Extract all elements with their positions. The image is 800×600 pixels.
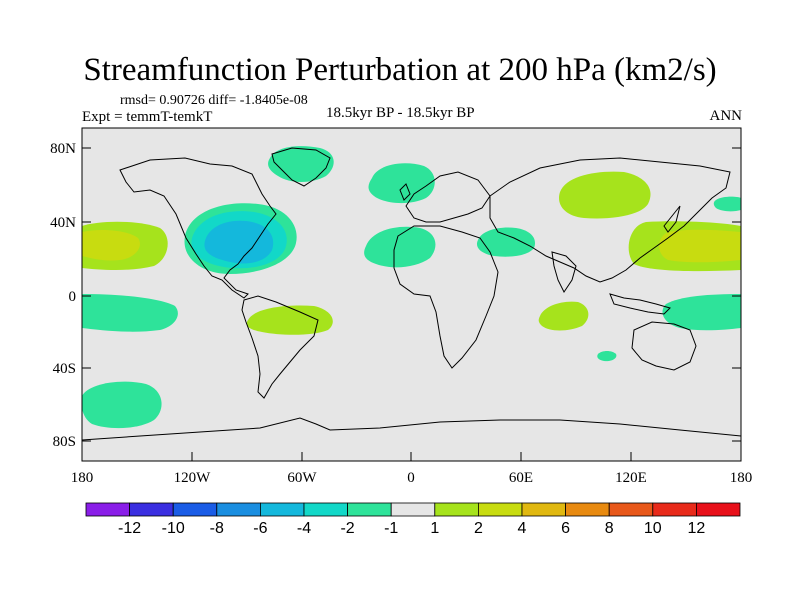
- colorbar-label: 8: [605, 520, 614, 537]
- colorbar-label: -8: [210, 520, 224, 537]
- colorbar-swatch: [565, 502, 610, 517]
- coast-japan: [663, 205, 681, 233]
- colorbar-swatch: [303, 502, 348, 517]
- anomaly-pacific-strip-west: [82, 294, 178, 332]
- anomaly-australia-south: [597, 351, 617, 362]
- colorbar-label: -1: [384, 520, 398, 537]
- colorbar-label: -12: [118, 520, 141, 537]
- colorbar-label: 12: [688, 520, 706, 537]
- anomaly-north-atlantic: [368, 163, 435, 204]
- colorbar-swatch: [216, 502, 261, 517]
- colorbar-label: -10: [162, 520, 185, 537]
- colorbar-swatch: [434, 502, 479, 517]
- colorbar-label: 2: [474, 520, 483, 537]
- colorbar-swatch: [477, 502, 523, 517]
- colorbar-swatch: [129, 502, 174, 517]
- coast-australia: [631, 321, 697, 371]
- colorbar-swatch: [652, 502, 697, 517]
- coast-indonesia: [609, 293, 671, 315]
- colorbar-label: 4: [518, 520, 527, 537]
- anomaly-arabia: [476, 227, 536, 257]
- colorbar-swatch: [85, 502, 130, 517]
- lat-label: 80N: [50, 141, 76, 157]
- anomaly-pacific-strip-east: [662, 294, 741, 331]
- lat-label: 40S: [53, 361, 76, 377]
- anomaly-east-pacific-core: [82, 230, 140, 261]
- coast-south-america: [241, 295, 319, 399]
- anomaly-east-atlantic-edge: [713, 196, 741, 212]
- colorbar-label: 10: [644, 520, 662, 537]
- colorbar-swatch: [259, 502, 305, 517]
- coast-north-america: [119, 157, 277, 299]
- season-label: ANN: [709, 108, 743, 124]
- anomaly-layer: [82, 146, 741, 429]
- anomaly-mid-atlantic: [364, 226, 436, 268]
- stats-line: rmsd= 0.90726 diff= -1.8405e-08: [120, 93, 308, 108]
- colorbar: [85, 502, 741, 517]
- coast-greenland: [271, 147, 331, 187]
- coast-antarctica: [82, 417, 741, 441]
- colorbar-swatch: [347, 502, 392, 517]
- colorbar-swatch: [696, 502, 741, 517]
- colorbar-swatch: [608, 502, 654, 517]
- lon-label: 120E: [615, 470, 647, 486]
- anomaly-south-pacific: [82, 381, 162, 429]
- colorbar-labels: -12 -10 -8 -6 -4 -2 -1 1 2 4 6 8 10 12: [118, 520, 705, 537]
- lon-label: 60W: [287, 470, 317, 486]
- colorbar-label: 1: [430, 520, 439, 537]
- anomaly-north-america-core: [204, 220, 274, 264]
- lat-label: 80S: [53, 434, 76, 450]
- plot-title: Streamfunction Perturbation at 200 hPa (…: [83, 52, 717, 88]
- lon-label: 180: [730, 470, 753, 486]
- colorbar-label: -6: [253, 520, 267, 537]
- coast-europe: [405, 171, 491, 223]
- lat-label: 40N: [50, 215, 76, 231]
- colorbar-swatch: [521, 502, 566, 517]
- experiment-label: Expt = temmT-temkT: [82, 109, 213, 125]
- colorbar-label: -2: [340, 520, 354, 537]
- period-label: 18.5kyr BP - 18.5kyr BP: [326, 105, 475, 121]
- coast-india: [551, 251, 577, 293]
- anomaly-south-america: [246, 305, 333, 335]
- lat-label: 0: [69, 289, 77, 305]
- lat-ticks: [82, 147, 741, 442]
- lon-label: 120W: [174, 470, 212, 486]
- lon-label: 60E: [509, 470, 533, 486]
- anomaly-indian-ocean: [538, 301, 589, 331]
- coast-asia: [489, 157, 731, 283]
- lon-label: 0: [407, 470, 415, 486]
- colorbar-swatch: [390, 502, 436, 517]
- anomaly-west-pacific-core: [659, 229, 741, 263]
- colorbar-label: -4: [297, 520, 311, 537]
- anomaly-siberia: [559, 171, 651, 219]
- lon-label: 180: [71, 470, 94, 486]
- lon-ticks: [81, 452, 742, 461]
- colorbar-label: 6: [561, 520, 570, 537]
- coast-uk: [399, 183, 411, 201]
- coastlines: [82, 147, 741, 441]
- colorbar-swatch: [172, 502, 218, 517]
- coast-africa: [393, 225, 499, 369]
